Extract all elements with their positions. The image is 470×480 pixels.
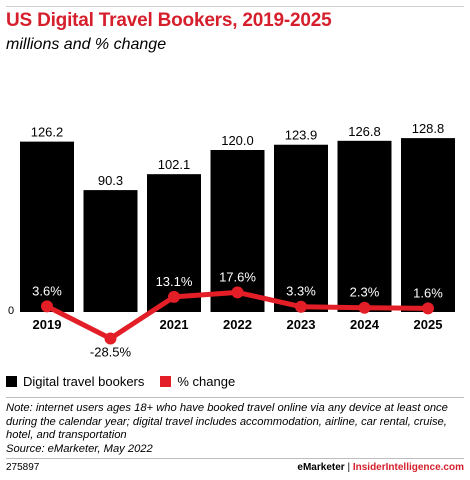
legend-label-bookers: Digital travel bookers bbox=[23, 373, 145, 389]
note-source: Source: eMarketer, May 2022 bbox=[6, 442, 153, 455]
chart-area: 0 126.2 90.3 102.1 120.0 123.9 126.8 128.8 2019 2… bbox=[8, 121, 455, 360]
bar-label-2025: 128.8 bbox=[412, 121, 445, 136]
legend-swatch-bookers bbox=[6, 375, 17, 387]
change-label-2019: 3.6% bbox=[32, 283, 62, 298]
change-label-2025: 1.6% bbox=[413, 285, 443, 300]
bar-label-2019: 126.2 bbox=[31, 125, 64, 140]
category-label-2024: 2024 bbox=[350, 317, 380, 332]
divider-footer bbox=[6, 458, 464, 459]
change-point-2025 bbox=[422, 302, 434, 315]
legend: Digital travel bookers % change bbox=[6, 373, 251, 389]
change-label-2020: -28.5% bbox=[90, 345, 132, 360]
top-rule bbox=[6, 6, 464, 7]
bar-label-2024: 126.8 bbox=[348, 124, 381, 139]
note-text: Note: internet users ages 18+ who have b… bbox=[6, 402, 448, 441]
bar-2024 bbox=[337, 140, 392, 312]
legend-label-change: % change bbox=[177, 373, 236, 389]
bar-2020 bbox=[83, 190, 138, 312]
change-point-2019 bbox=[41, 300, 53, 313]
change-point-2024 bbox=[358, 301, 371, 314]
bar-2023 bbox=[274, 144, 328, 312]
brand-insider: InsiderIntelligence.com bbox=[352, 462, 464, 473]
zero-label: 0 bbox=[8, 305, 14, 317]
chart-subtitle: millions and % change bbox=[6, 36, 167, 53]
change-point-2021 bbox=[168, 290, 180, 303]
bar-2021 bbox=[147, 174, 201, 312]
bar-label-2020: 90.3 bbox=[98, 173, 123, 188]
divider-note bbox=[6, 397, 464, 398]
change-point-2023 bbox=[295, 300, 307, 313]
change-point-2020 bbox=[104, 332, 117, 345]
change-label-2024: 2.3% bbox=[350, 285, 380, 300]
category-label-2021: 2021 bbox=[160, 317, 189, 332]
chart-note: Note: internet users ages 18+ who have b… bbox=[6, 402, 464, 456]
bar-2022 bbox=[210, 150, 265, 312]
bar-label-2021: 102.1 bbox=[158, 157, 191, 172]
change-point-2022 bbox=[231, 286, 244, 299]
bar-2025 bbox=[401, 138, 455, 312]
bar-label-2022: 120.0 bbox=[221, 133, 254, 148]
brand: eMarketer | InsiderIntelligence.com bbox=[297, 462, 464, 473]
category-label-2023: 2023 bbox=[287, 317, 316, 332]
brand-separator: | bbox=[347, 462, 351, 473]
category-label-2022: 2022 bbox=[223, 317, 252, 332]
chart-id: 275897 bbox=[6, 462, 40, 473]
footer: 275897 eMarketer | InsiderIntelligence.c… bbox=[6, 462, 464, 473]
legend-item-change: % change bbox=[160, 374, 235, 389]
change-label-2022: 17.6% bbox=[219, 269, 256, 284]
change-label-2021: 13.1% bbox=[156, 274, 193, 289]
bar-label-2023: 123.9 bbox=[285, 128, 318, 143]
category-label-2019: 2019 bbox=[33, 317, 62, 332]
legend-item-bookers: Digital travel bookers bbox=[6, 374, 144, 389]
bar-2019 bbox=[20, 141, 74, 312]
change-label-2023: 3.3% bbox=[286, 284, 316, 299]
legend-swatch-change bbox=[160, 375, 172, 387]
brand-emarketer: eMarketer bbox=[297, 462, 345, 473]
category-label-2025: 2025 bbox=[414, 317, 443, 332]
category-label-2020: 2020 bbox=[96, 317, 125, 332]
chart-title: US Digital Travel Bookers, 2019-2025 bbox=[6, 10, 332, 31]
